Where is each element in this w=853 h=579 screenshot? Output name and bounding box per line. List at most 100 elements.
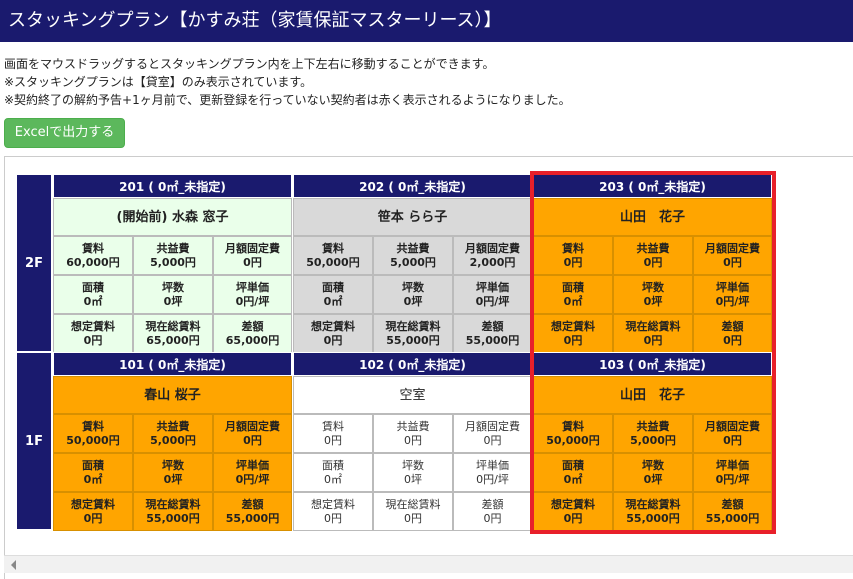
stat-label: 差額 bbox=[721, 498, 744, 511]
stat-value: 0円/坪 bbox=[235, 473, 270, 486]
stat-value: 0円/坪 bbox=[476, 473, 509, 486]
room-stat-cell: 坪数 0坪 bbox=[373, 275, 453, 314]
room-stat-cell: 現在総賃料 65,000円 bbox=[133, 314, 213, 353]
stat-value: 0円 bbox=[404, 434, 422, 447]
stat-value: 0円 bbox=[563, 334, 583, 347]
room-stat-cell: 共益費 5,000円 bbox=[613, 414, 693, 453]
stat-label: 坪単価 bbox=[716, 281, 749, 294]
room-stat-cell: 月額固定費 0円 bbox=[213, 414, 292, 453]
room-stat-cell: 差額 55,000円 bbox=[453, 314, 532, 353]
stat-label: 現在総賃料 bbox=[385, 320, 441, 333]
stat-label: 坪単価 bbox=[236, 281, 269, 294]
room-stat-cell: 面積 0㎡ bbox=[533, 275, 613, 314]
stat-value: 0㎡ bbox=[323, 295, 343, 308]
stat-label: 現在総賃料 bbox=[385, 498, 441, 511]
stat-label: 月額固定費 bbox=[465, 242, 520, 255]
stat-label: 共益費 bbox=[396, 242, 430, 255]
stat-label: 坪数 bbox=[642, 459, 664, 472]
tenant-name: 空室 bbox=[293, 376, 532, 414]
stat-value: 0坪 bbox=[163, 295, 183, 308]
room-stat-cell: 現在総賃料 55,000円 bbox=[133, 492, 213, 531]
instructions: 画面をマウスドラッグするとスタッキングプラン内を上下左右に移動することができます… bbox=[4, 55, 571, 109]
room-stat-cell: 坪単価 0円/坪 bbox=[213, 453, 292, 492]
room-stat-cell: 差額 0円 bbox=[453, 492, 532, 531]
room-stat-cell: 賃料 50,000円 bbox=[53, 414, 133, 453]
room-stat-cell: 坪単価 0円/坪 bbox=[453, 453, 532, 492]
room-stat-cell: 坪数 0坪 bbox=[133, 453, 213, 492]
stat-label: 共益費 bbox=[156, 420, 190, 433]
room-stat-cell: 坪単価 0円/坪 bbox=[453, 275, 532, 314]
stat-value: 0坪 bbox=[643, 473, 663, 486]
room-stat-cell: 現在総賃料 0円 bbox=[613, 314, 693, 353]
room-stat-cell: 共益費 0円 bbox=[373, 414, 453, 453]
room-stat-cell: 坪単価 0円/坪 bbox=[213, 275, 292, 314]
stat-label: 想定賃料 bbox=[551, 320, 595, 333]
tenant-name: 春山 桜子 bbox=[53, 376, 292, 414]
stat-label: 現在総賃料 bbox=[145, 498, 201, 511]
room-stat-cell: 面積 0㎡ bbox=[293, 453, 373, 492]
room-stat-cell: 現在総賃料 55,000円 bbox=[613, 492, 693, 531]
tenant-name: (開始前) 水森 窓子 bbox=[53, 198, 292, 236]
room-stat-cell: 坪数 0坪 bbox=[613, 275, 693, 314]
stat-value: 65,000円 bbox=[146, 334, 200, 347]
room-stat-cell: 想定賃料 0円 bbox=[293, 314, 373, 353]
room-stat-cell: 面積 0㎡ bbox=[53, 275, 133, 314]
stat-value: 50,000円 bbox=[66, 434, 120, 447]
stat-value: 0㎡ bbox=[324, 473, 342, 486]
stat-label: 坪数 bbox=[642, 281, 664, 294]
stat-value: 55,000円 bbox=[225, 512, 280, 525]
room-stat-cell: 想定賃料 0円 bbox=[293, 492, 373, 531]
stat-label: 共益費 bbox=[636, 242, 670, 255]
room-stat-cell: 共益費 5,000円 bbox=[373, 236, 453, 275]
room-card[interactable]: 101 ( 0㎡_未指定) 春山 桜子 賃料 50,000円 共益費 5,000円 月額固定… bbox=[53, 352, 292, 531]
horizontal-scrollbar[interactable] bbox=[4, 555, 853, 573]
room-stat-cell: 想定賃料 0円 bbox=[533, 314, 613, 353]
stat-value: 5,000円 bbox=[150, 256, 196, 269]
stat-label: 賃料 bbox=[562, 242, 584, 255]
stat-value: 0円 bbox=[723, 256, 742, 269]
note-line: ※契約終了の解約予告+1ヶ月前で、更新登録を行っていない契約者は赤く表示されるよ… bbox=[4, 93, 571, 107]
stat-label: 想定賃料 bbox=[551, 498, 595, 511]
stat-value: 0坪 bbox=[403, 295, 423, 308]
room-stat-cell: 差額 55,000円 bbox=[693, 492, 772, 531]
scroll-left-icon[interactable] bbox=[11, 560, 16, 570]
room-card[interactable]: 203 ( 0㎡_未指定) 山田 花子 賃料 0円 共益費 0円 月額固定費 0円 面積 0㎡ 坪数… bbox=[533, 174, 772, 353]
room-card[interactable]: 202 ( 0㎡_未指定) 笹本 らら子 賃料 50,000円 共益費 5,000円 月額固… bbox=[293, 174, 532, 353]
stat-value: 0円/坪 bbox=[235, 295, 270, 308]
room-stat-cell: 坪数 0坪 bbox=[133, 275, 213, 314]
room-stat-cell: 月額固定費 0円 bbox=[213, 236, 292, 275]
stat-value: 5,000円 bbox=[390, 256, 436, 269]
stat-label: 月額固定費 bbox=[465, 420, 520, 433]
room-stat-cell: 月額固定費 0円 bbox=[693, 236, 772, 275]
stat-label: 坪数 bbox=[162, 459, 184, 472]
room-stat-cell: 月額固定費 0円 bbox=[453, 414, 532, 453]
stat-value: 0円 bbox=[723, 334, 742, 347]
stat-value: 0円 bbox=[404, 512, 422, 525]
room-card[interactable]: 102 ( 0㎡_未指定) 空室 賃料 0円 共益費 0円 月額固定費 0円 面積 0㎡ 坪数 0坪坪… bbox=[293, 352, 532, 531]
room-stat-cell: 差額 55,000円 bbox=[213, 492, 292, 531]
room-card[interactable]: 201 ( 0㎡_未指定) (開始前) 水森 窓子 賃料 60,000円 共益費 5,00… bbox=[53, 174, 292, 353]
stat-value: 0円/坪 bbox=[715, 295, 750, 308]
room-stat-cell: 現在総賃料 55,000円 bbox=[373, 314, 453, 353]
room-header: 101 ( 0㎡_未指定) bbox=[53, 352, 292, 376]
stat-label: 面積 bbox=[562, 281, 584, 294]
stat-label: 現在総賃料 bbox=[625, 498, 681, 511]
stat-label: 差額 bbox=[481, 320, 504, 333]
room-stat-cell: 差額 65,000円 bbox=[213, 314, 292, 353]
stat-value: 0円 bbox=[324, 512, 342, 525]
stat-value: 55,000円 bbox=[465, 334, 520, 347]
stat-label: 想定賃料 bbox=[71, 498, 115, 511]
stat-label: 想定賃料 bbox=[311, 320, 355, 333]
stat-value: 50,000円 bbox=[306, 256, 360, 269]
stat-value: 0円 bbox=[643, 334, 663, 347]
stat-value: 0円/坪 bbox=[715, 473, 750, 486]
room-stat-cell: 坪数 0坪 bbox=[613, 453, 693, 492]
stat-label: 坪単価 bbox=[236, 459, 269, 472]
stat-label: 共益費 bbox=[636, 420, 670, 433]
stat-value: 0円 bbox=[83, 334, 103, 347]
stat-value: 0円 bbox=[483, 434, 502, 447]
stat-label: 差額 bbox=[241, 498, 264, 511]
export-excel-button[interactable]: Excelで出力する bbox=[4, 118, 125, 148]
stat-value: 5,000円 bbox=[150, 434, 196, 447]
room-stat-cell: 面積 0㎡ bbox=[293, 275, 373, 314]
